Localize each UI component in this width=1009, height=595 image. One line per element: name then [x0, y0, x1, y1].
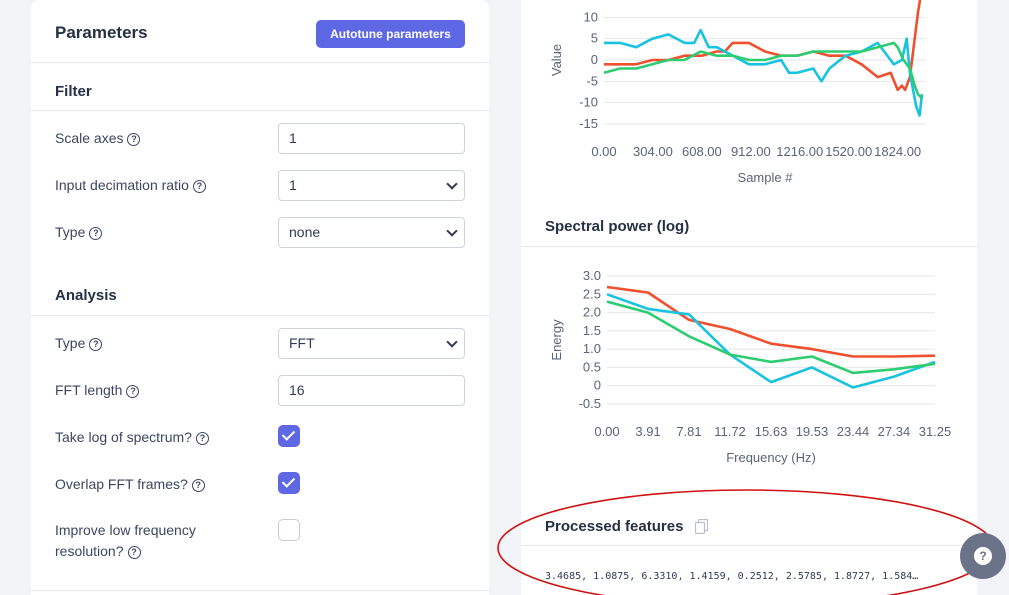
analysis-type-select[interactable]: FFT [278, 328, 465, 359]
filter-type-text: Type [55, 224, 86, 240]
parameters-title: Parameters [55, 23, 148, 42]
x-tick-label: 27.34 [878, 424, 911, 439]
divider [31, 590, 489, 591]
y-tick-label: 3.0 [583, 268, 601, 283]
x-tick-label: 11.72 [714, 424, 746, 439]
help-icon[interactable]: ? [195, 432, 209, 445]
y-tick-label: -5 [586, 73, 598, 88]
x-tick-label: 1216.00 [776, 144, 823, 159]
decimation-select[interactable]: 1 [278, 170, 465, 201]
help-fab-button[interactable]: ? [960, 533, 1006, 579]
scale-axes-input[interactable]: 1 [278, 123, 465, 154]
decimation-text: Input decimation ratio [55, 177, 189, 193]
overlap-checkbox[interactable] [278, 472, 300, 494]
x-axis-label: Sample # [738, 170, 794, 185]
analysis-type-value: FFT [289, 335, 315, 351]
x-tick-label: 3.91 [635, 424, 660, 439]
help-icon[interactable]: ? [192, 180, 206, 193]
y-tick-label: 5 [591, 31, 598, 46]
help-icon[interactable]: ? [127, 546, 141, 559]
x-tick-label: 912.00 [731, 144, 771, 159]
series-line-1 [604, 28, 924, 117]
spectral-power-chart: 3.0 2.5 2.0 1.5 1.0 0.5 0 -0.5 0.00 3.91 7.81 11.72… [549, 268, 952, 465]
y-tick-label: 1.0 [583, 341, 601, 356]
x-tick-label: 608.00 [682, 144, 722, 159]
fft-length-text: FFT length [55, 382, 123, 398]
fft-length-input[interactable]: 16 [278, 375, 465, 406]
series-line-1 [606, 293, 936, 389]
filter-type-value: none [289, 224, 321, 240]
help-icon[interactable]: ? [191, 479, 205, 492]
divider [31, 62, 489, 63]
y-tick-label: 1.5 [583, 323, 601, 338]
processed-features-values: 3.4685, 1.0875, 6.3310, 1.4159, 0.2512, … [545, 571, 919, 582]
analysis-type-text: Type [55, 335, 86, 351]
x-tick-label: 0.00 [594, 424, 619, 439]
y-tick-label: 0 [591, 52, 598, 67]
scale-axes-text: Scale axes [55, 130, 124, 146]
improve-text-line2: resolution? [55, 543, 124, 559]
y-axis-label: Energy [549, 319, 564, 361]
improve-label: Improve low frequency resolution?? [55, 520, 196, 562]
help-icon[interactable]: ? [89, 338, 103, 351]
y-axis-label: Value [549, 44, 564, 76]
overlap-text: Overlap FFT frames? [55, 476, 188, 492]
y-tick-label: -0.5 [579, 396, 601, 411]
filter-section-title: Filter [55, 83, 92, 100]
take-log-text: Take log of spectrum? [55, 429, 192, 445]
help-icon[interactable]: ? [126, 385, 140, 398]
analysis-type-label: Type? [55, 333, 103, 354]
overlap-label: Overlap FFT frames?? [55, 474, 205, 495]
x-tick-label: 19.53 [796, 424, 829, 439]
x-tick-label: 304.00 [633, 144, 673, 159]
take-log-label: Take log of spectrum?? [55, 427, 209, 448]
dsp-output-card: 15 10 5 0 -5 -10 -15 0.00 304.00 608.00 912.00 1216… [521, 0, 977, 595]
copy-icon[interactable] [695, 519, 708, 534]
x-tick-label: 1520.00 [825, 144, 872, 159]
divider [31, 110, 489, 111]
filter-type-select[interactable]: none [278, 217, 465, 248]
y-tick-label: 0 [594, 378, 601, 393]
fft-length-label: FFT length? [55, 380, 140, 401]
filter-type-label: Type? [55, 222, 103, 243]
y-tick-label: -10 [579, 95, 598, 110]
y-tick-label: -15 [579, 116, 598, 131]
decimation-label: Input decimation ratio? [55, 175, 206, 196]
divider [31, 315, 489, 316]
scale-axes-label: Scale axes? [55, 128, 141, 149]
x-tick-label: 23.44 [837, 424, 870, 439]
x-axis-label: Frequency (Hz) [726, 450, 816, 465]
raw-signal-chart: 15 10 5 0 -5 -10 -15 0.00 304.00 608.00 912.00 1216… [549, 0, 926, 185]
help-icon[interactable]: ? [89, 227, 103, 240]
x-tick-label: 0.00 [591, 144, 616, 159]
y-tick-label: 10 [584, 9, 598, 24]
y-tick-label: 0.5 [583, 359, 601, 374]
divider [521, 246, 977, 247]
y-tick-label: 2.5 [583, 286, 601, 301]
series-line-2 [606, 300, 936, 375]
take-log-checkbox[interactable] [278, 425, 300, 447]
series-line-0 [606, 285, 936, 358]
improve-text-line1: Improve low frequency [55, 522, 196, 538]
spectral-power-title: Spectral power (log) [545, 218, 690, 235]
y-tick-label: 15 [584, 0, 598, 3]
processed-features-title: Processed features [545, 518, 684, 535]
x-tick-label: 31.25 [919, 424, 952, 439]
help-icon[interactable]: ? [127, 133, 141, 146]
analysis-section-title: Analysis [55, 287, 117, 304]
x-tick-label: 1824.00 [874, 144, 921, 159]
series-line-2 [603, 41, 923, 100]
divider [521, 545, 977, 546]
autotune-button[interactable]: Autotune parameters [316, 20, 465, 48]
y-tick-label: 2.0 [583, 305, 601, 320]
x-tick-label: 15.63 [755, 424, 788, 439]
help-icon: ? [974, 547, 992, 565]
improve-checkbox[interactable] [278, 519, 300, 541]
decimation-value: 1 [289, 177, 297, 193]
x-tick-label: 7.81 [676, 424, 701, 439]
parameters-card: Parameters Autotune parameters Filter Sc… [31, 0, 489, 595]
